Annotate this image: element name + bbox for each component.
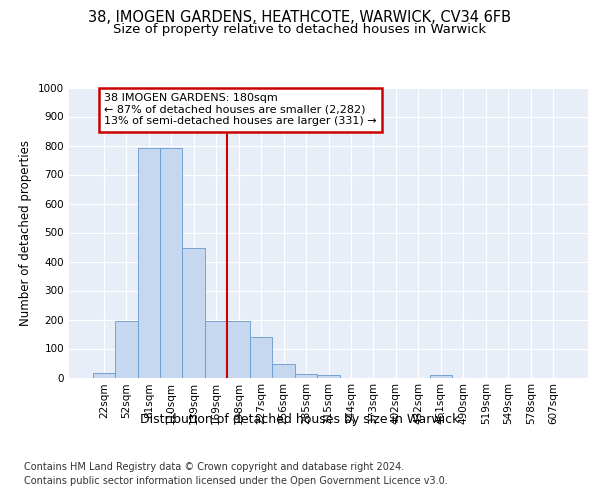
Bar [317, 374, 340, 378]
Y-axis label: Number of detached properties: Number of detached properties [19, 140, 32, 326]
Bar [137, 148, 160, 378]
Text: 38 IMOGEN GARDENS: 180sqm
← 87% of detached houses are smaller (2,282)
13% of se: 38 IMOGEN GARDENS: 180sqm ← 87% of detac… [104, 94, 377, 126]
Bar [205, 321, 227, 378]
Bar [272, 364, 295, 378]
Bar [295, 374, 317, 378]
Bar [160, 148, 182, 378]
Bar [92, 373, 115, 378]
Text: 38, IMOGEN GARDENS, HEATHCOTE, WARWICK, CV34 6FB: 38, IMOGEN GARDENS, HEATHCOTE, WARWICK, … [89, 10, 511, 25]
Bar [115, 321, 137, 378]
Text: Distribution of detached houses by size in Warwick: Distribution of detached houses by size … [140, 412, 460, 426]
Bar [430, 374, 452, 378]
Bar [182, 248, 205, 378]
Text: Contains HM Land Registry data © Crown copyright and database right 2024.: Contains HM Land Registry data © Crown c… [24, 462, 404, 472]
Bar [227, 321, 250, 378]
Text: Size of property relative to detached houses in Warwick: Size of property relative to detached ho… [113, 22, 487, 36]
Text: Contains public sector information licensed under the Open Government Licence v3: Contains public sector information licen… [24, 476, 448, 486]
Bar [250, 337, 272, 378]
